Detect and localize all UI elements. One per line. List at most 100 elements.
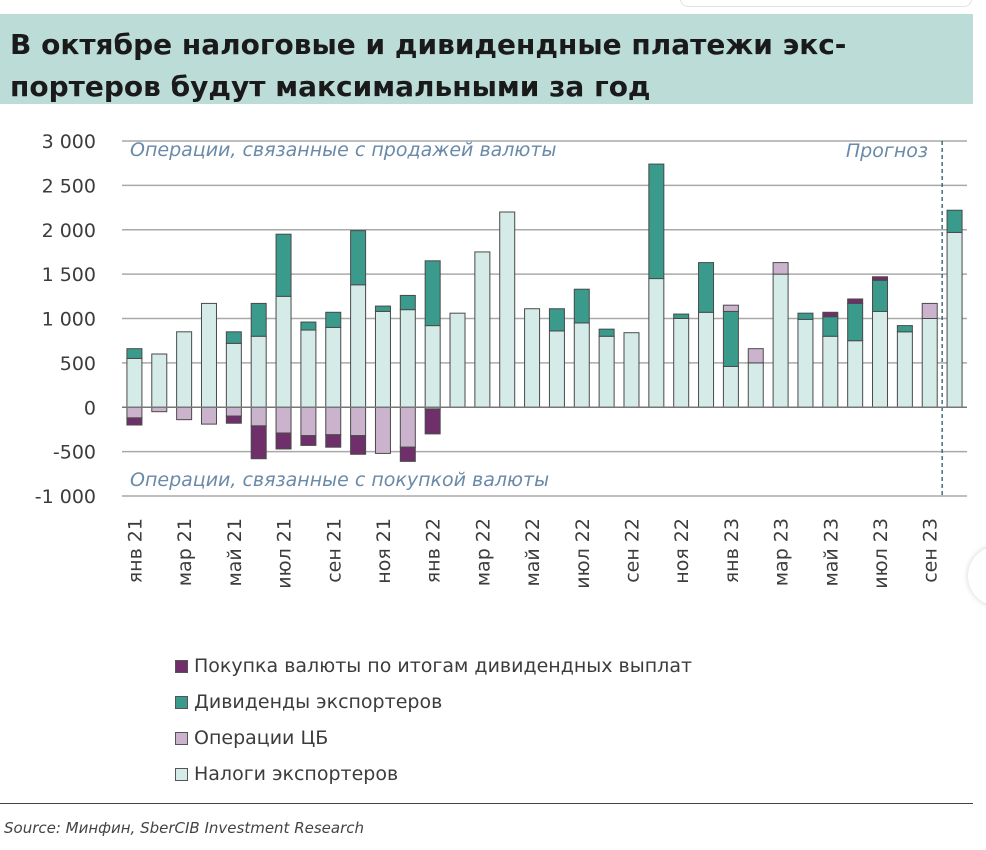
x-tick-label: сен 23 bbox=[920, 518, 942, 583]
tax-bar-segment bbox=[573, 322, 590, 408]
currency-purchase-bar-segment bbox=[399, 446, 416, 462]
dividend-bar-segment bbox=[722, 310, 739, 367]
cb-operations-bar-segment bbox=[921, 302, 938, 320]
dividend-bar-segment bbox=[548, 308, 565, 332]
legend-item: Дивиденды экспортеров bbox=[175, 684, 692, 720]
tax-bar-segment bbox=[325, 326, 342, 408]
annotation-buying: Операции, связанные с покупкой валюты bbox=[130, 469, 549, 491]
cb-operations-bar-segment bbox=[250, 406, 267, 427]
tax-bar-segment bbox=[350, 284, 367, 408]
tax-bar-segment bbox=[946, 231, 963, 408]
dividend-bar-segment bbox=[598, 328, 615, 337]
y-tick-label: 2 000 bbox=[42, 220, 96, 242]
dividend-bar-segment bbox=[374, 305, 391, 312]
dividend-bar-segment bbox=[648, 163, 665, 280]
x-tick-label: ноя 22 bbox=[671, 518, 693, 584]
chart-title: В октябре налоговые и дивидендные платеж… bbox=[10, 28, 847, 103]
tax-bar-segment bbox=[673, 318, 690, 408]
tax-bar-segment bbox=[250, 335, 267, 408]
legend-item: Покупка валюты по итогам дивидендных вып… bbox=[175, 648, 692, 684]
x-tick-label: янв 23 bbox=[721, 518, 743, 583]
x-tick-label: янв 22 bbox=[423, 518, 445, 583]
cb-operations-bar-segment bbox=[722, 304, 739, 312]
tax-bar-segment bbox=[548, 330, 565, 408]
scroll-handle[interactable] bbox=[968, 546, 986, 606]
dividend-bar-segment bbox=[126, 348, 143, 359]
legend-swatch bbox=[175, 659, 188, 673]
y-tick-label: 0 bbox=[84, 397, 96, 419]
cb-operations-bar-segment bbox=[200, 406, 217, 425]
legend-swatch bbox=[175, 767, 188, 781]
dividend-bar-segment bbox=[797, 312, 814, 320]
dividend-bar-segment bbox=[350, 230, 367, 286]
cb-operations-bar-segment bbox=[300, 406, 317, 437]
dividend-bar-segment bbox=[673, 313, 690, 319]
cb-operations-bar-segment bbox=[399, 406, 416, 448]
x-tick-label: май 22 bbox=[522, 518, 544, 587]
legend-item: Операции ЦБ bbox=[175, 720, 692, 756]
y-tick-label: -500 bbox=[53, 442, 96, 464]
dividend-bar-segment bbox=[399, 294, 416, 311]
tax-bar-segment bbox=[449, 312, 466, 408]
cb-operations-bar-segment bbox=[176, 406, 193, 421]
tax-bar-segment bbox=[648, 278, 665, 408]
cb-operations-bar-segment bbox=[772, 262, 789, 275]
y-tick-label: 2 500 bbox=[42, 175, 96, 197]
top-tab-edge bbox=[680, 0, 972, 7]
x-tick-label: июл 22 bbox=[572, 518, 594, 589]
dividend-bar-segment bbox=[424, 260, 441, 327]
cb-operations-bar-segment bbox=[325, 406, 342, 436]
tax-bar-segment bbox=[872, 310, 889, 408]
tax-bar-segment bbox=[921, 318, 938, 408]
x-tick-label: янв 21 bbox=[124, 518, 146, 583]
dividend-bar-segment bbox=[822, 316, 839, 337]
tax-bar-segment bbox=[300, 329, 317, 408]
tax-bar-segment bbox=[275, 295, 292, 408]
x-tick-label: мар 21 bbox=[174, 518, 196, 586]
tax-bar-segment bbox=[374, 310, 391, 408]
tax-bar-segment bbox=[126, 357, 143, 408]
source-note: Source: Минфин, SberCIB Investment Resea… bbox=[4, 819, 365, 837]
currency-purchase-bar-segment bbox=[424, 408, 441, 435]
tax-bar-segment bbox=[847, 340, 864, 408]
tax-bar-segment bbox=[623, 332, 640, 408]
currency-purchase-bar-segment bbox=[275, 432, 292, 450]
x-tick-label: июл 23 bbox=[870, 518, 892, 589]
tax-bar-segment bbox=[151, 353, 168, 408]
tax-bar-segment bbox=[399, 309, 416, 408]
currency-purchase-bar-segment bbox=[822, 311, 839, 318]
tax-bar-segment bbox=[474, 251, 491, 408]
dividend-bar-segment bbox=[300, 321, 317, 331]
tax-bar-segment bbox=[524, 308, 541, 408]
legend-swatch bbox=[175, 731, 188, 745]
x-tick-label: сен 22 bbox=[621, 518, 643, 583]
footer-divider bbox=[0, 803, 973, 804]
currency-purchase-bar-segment bbox=[872, 276, 889, 281]
x-tick-label: май 21 bbox=[224, 518, 246, 587]
y-tick-label: 500 bbox=[60, 353, 96, 375]
legend-label: Покупка валюты по итогам дивидендных вып… bbox=[194, 655, 693, 677]
cb-operations-bar-segment bbox=[747, 348, 764, 364]
dividend-bar-segment bbox=[573, 288, 590, 324]
annotation-forecast: Прогноз bbox=[846, 140, 928, 162]
legend-item: Налоги экспортеров bbox=[175, 756, 692, 792]
x-tick-label: июл 21 bbox=[274, 518, 296, 589]
currency-purchase-bar-segment bbox=[126, 417, 143, 426]
cb-operations-bar-segment bbox=[225, 406, 242, 417]
tax-bar-segment bbox=[225, 342, 242, 408]
x-tick-label: мар 23 bbox=[771, 518, 793, 586]
tax-bar-segment bbox=[747, 362, 764, 408]
dividend-bar-segment bbox=[946, 209, 963, 233]
currency-purchase-bar-segment bbox=[250, 425, 267, 460]
dividend-bar-segment bbox=[698, 262, 715, 313]
cb-operations-bar-segment bbox=[350, 406, 367, 437]
y-tick-label: 3 000 bbox=[42, 131, 96, 153]
stacked-bar-chart: 3 000 2 500 2 000 1 500 1 000 500 0 -500 -1 000 О… bbox=[35, 131, 967, 589]
dividend-bar-segment bbox=[250, 302, 267, 337]
tax-bar-segment bbox=[722, 365, 739, 408]
cb-operations-bar-segment bbox=[126, 406, 143, 419]
currency-purchase-bar-segment bbox=[350, 435, 367, 455]
legend-label: Дивиденды экспортеров bbox=[194, 691, 443, 713]
tax-bar-segment bbox=[896, 331, 913, 408]
x-tick-label: мар 22 bbox=[472, 518, 494, 586]
